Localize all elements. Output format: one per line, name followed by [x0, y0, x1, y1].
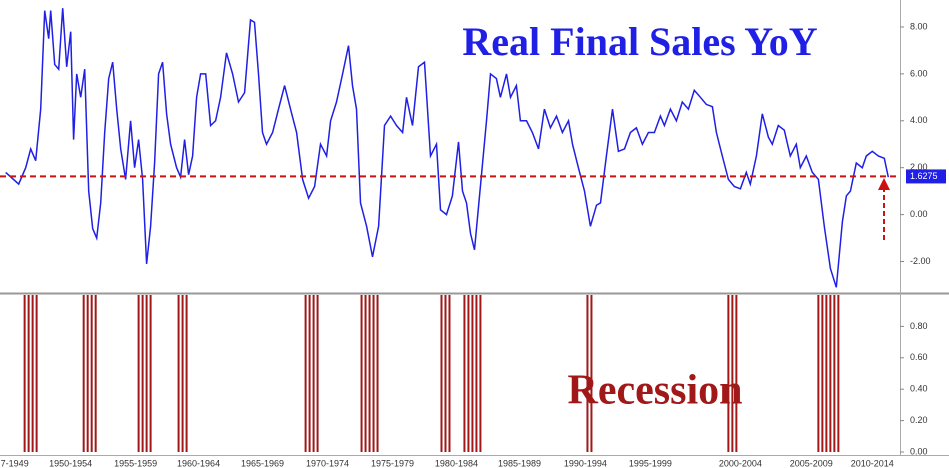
y-tick-label: 0.40	[910, 384, 928, 394]
recession-bar	[185, 295, 188, 452]
recession-bar	[727, 295, 730, 452]
recession-bar	[31, 295, 34, 452]
panel-title: Recession	[568, 368, 743, 414]
recession-bar	[817, 295, 820, 452]
x-tick-label: 7-1949	[1, 458, 29, 468]
recession-bar	[82, 295, 85, 452]
x-tick-label: 1985-1989	[498, 458, 541, 468]
y-tick-label: 0.80	[910, 321, 928, 331]
arrow-head	[878, 178, 890, 190]
x-tick-label: 1990-1994	[564, 458, 607, 468]
recession-bar	[149, 295, 152, 452]
y-tick-label: 2.00	[910, 162, 928, 172]
y-tick-label: 0.00	[910, 209, 928, 219]
recession-bar	[479, 295, 482, 452]
recession-bar	[825, 295, 828, 452]
line-series	[5, 8, 890, 288]
recession-bar	[731, 295, 734, 452]
reference-label: 1.6275	[910, 171, 938, 181]
x-tick-label: 2010-2014	[851, 458, 894, 468]
y-tick-label: 0.00	[910, 446, 928, 456]
x-tick-label: 1950-1954	[49, 458, 92, 468]
recession-bar	[90, 295, 93, 452]
x-tick-label: 1965-1969	[241, 458, 284, 468]
recession-bar	[372, 295, 375, 452]
recession-bar	[590, 295, 593, 452]
recession-bar	[444, 295, 447, 452]
recession-bar	[360, 295, 363, 452]
recession-bar	[312, 295, 315, 452]
recession-bar	[23, 295, 26, 452]
x-tick-label: 2000-2004	[719, 458, 762, 468]
recession-bar	[181, 295, 184, 452]
recession-bar	[316, 295, 319, 452]
recession-bar	[440, 295, 443, 452]
y-tick-label: 8.00	[910, 21, 928, 31]
recession-bar	[821, 295, 824, 452]
recession-bar	[94, 295, 97, 452]
recession-bar	[364, 295, 367, 452]
recession-bar	[467, 295, 470, 452]
recession-bar	[304, 295, 307, 452]
recession-bar	[448, 295, 451, 452]
recession-bar	[586, 295, 589, 452]
recession-bar	[141, 295, 144, 452]
y-tick-label: 0.20	[910, 415, 928, 425]
x-tick-label: 1955-1959	[114, 458, 157, 468]
y-tick-label: -2.00	[910, 256, 931, 266]
recession-bar	[35, 295, 38, 452]
reference-label-box	[906, 169, 946, 184]
recession-bar	[833, 295, 836, 452]
recession-bar	[177, 295, 180, 452]
y-tick-label: 4.00	[910, 115, 928, 125]
recession-bar	[837, 295, 840, 452]
x-tick-label: 1975-1979	[371, 458, 414, 468]
recession-bar	[376, 295, 379, 452]
recession-bar	[27, 295, 30, 452]
y-tick-label: 0.60	[910, 352, 928, 362]
recession-bar	[137, 295, 140, 452]
recession-bar	[735, 295, 738, 452]
chart-title: Real Final Sales YoY	[462, 19, 817, 64]
recession-bar	[145, 295, 148, 452]
recession-bar	[471, 295, 474, 452]
recession-bar	[475, 295, 478, 452]
y-tick-label: 6.00	[910, 68, 928, 78]
recession-bar	[829, 295, 832, 452]
x-tick-label: 1960-1964	[177, 458, 220, 468]
recession-bar	[368, 295, 371, 452]
x-tick-label: 1995-1999	[629, 458, 672, 468]
x-tick-label: 2005-2009	[790, 458, 833, 468]
recession-bar	[463, 295, 466, 452]
recession-bar	[86, 295, 89, 452]
x-tick-label: 1980-1984	[435, 458, 478, 468]
x-tick-label: 1970-1974	[306, 458, 349, 468]
recession-bar	[308, 295, 311, 452]
